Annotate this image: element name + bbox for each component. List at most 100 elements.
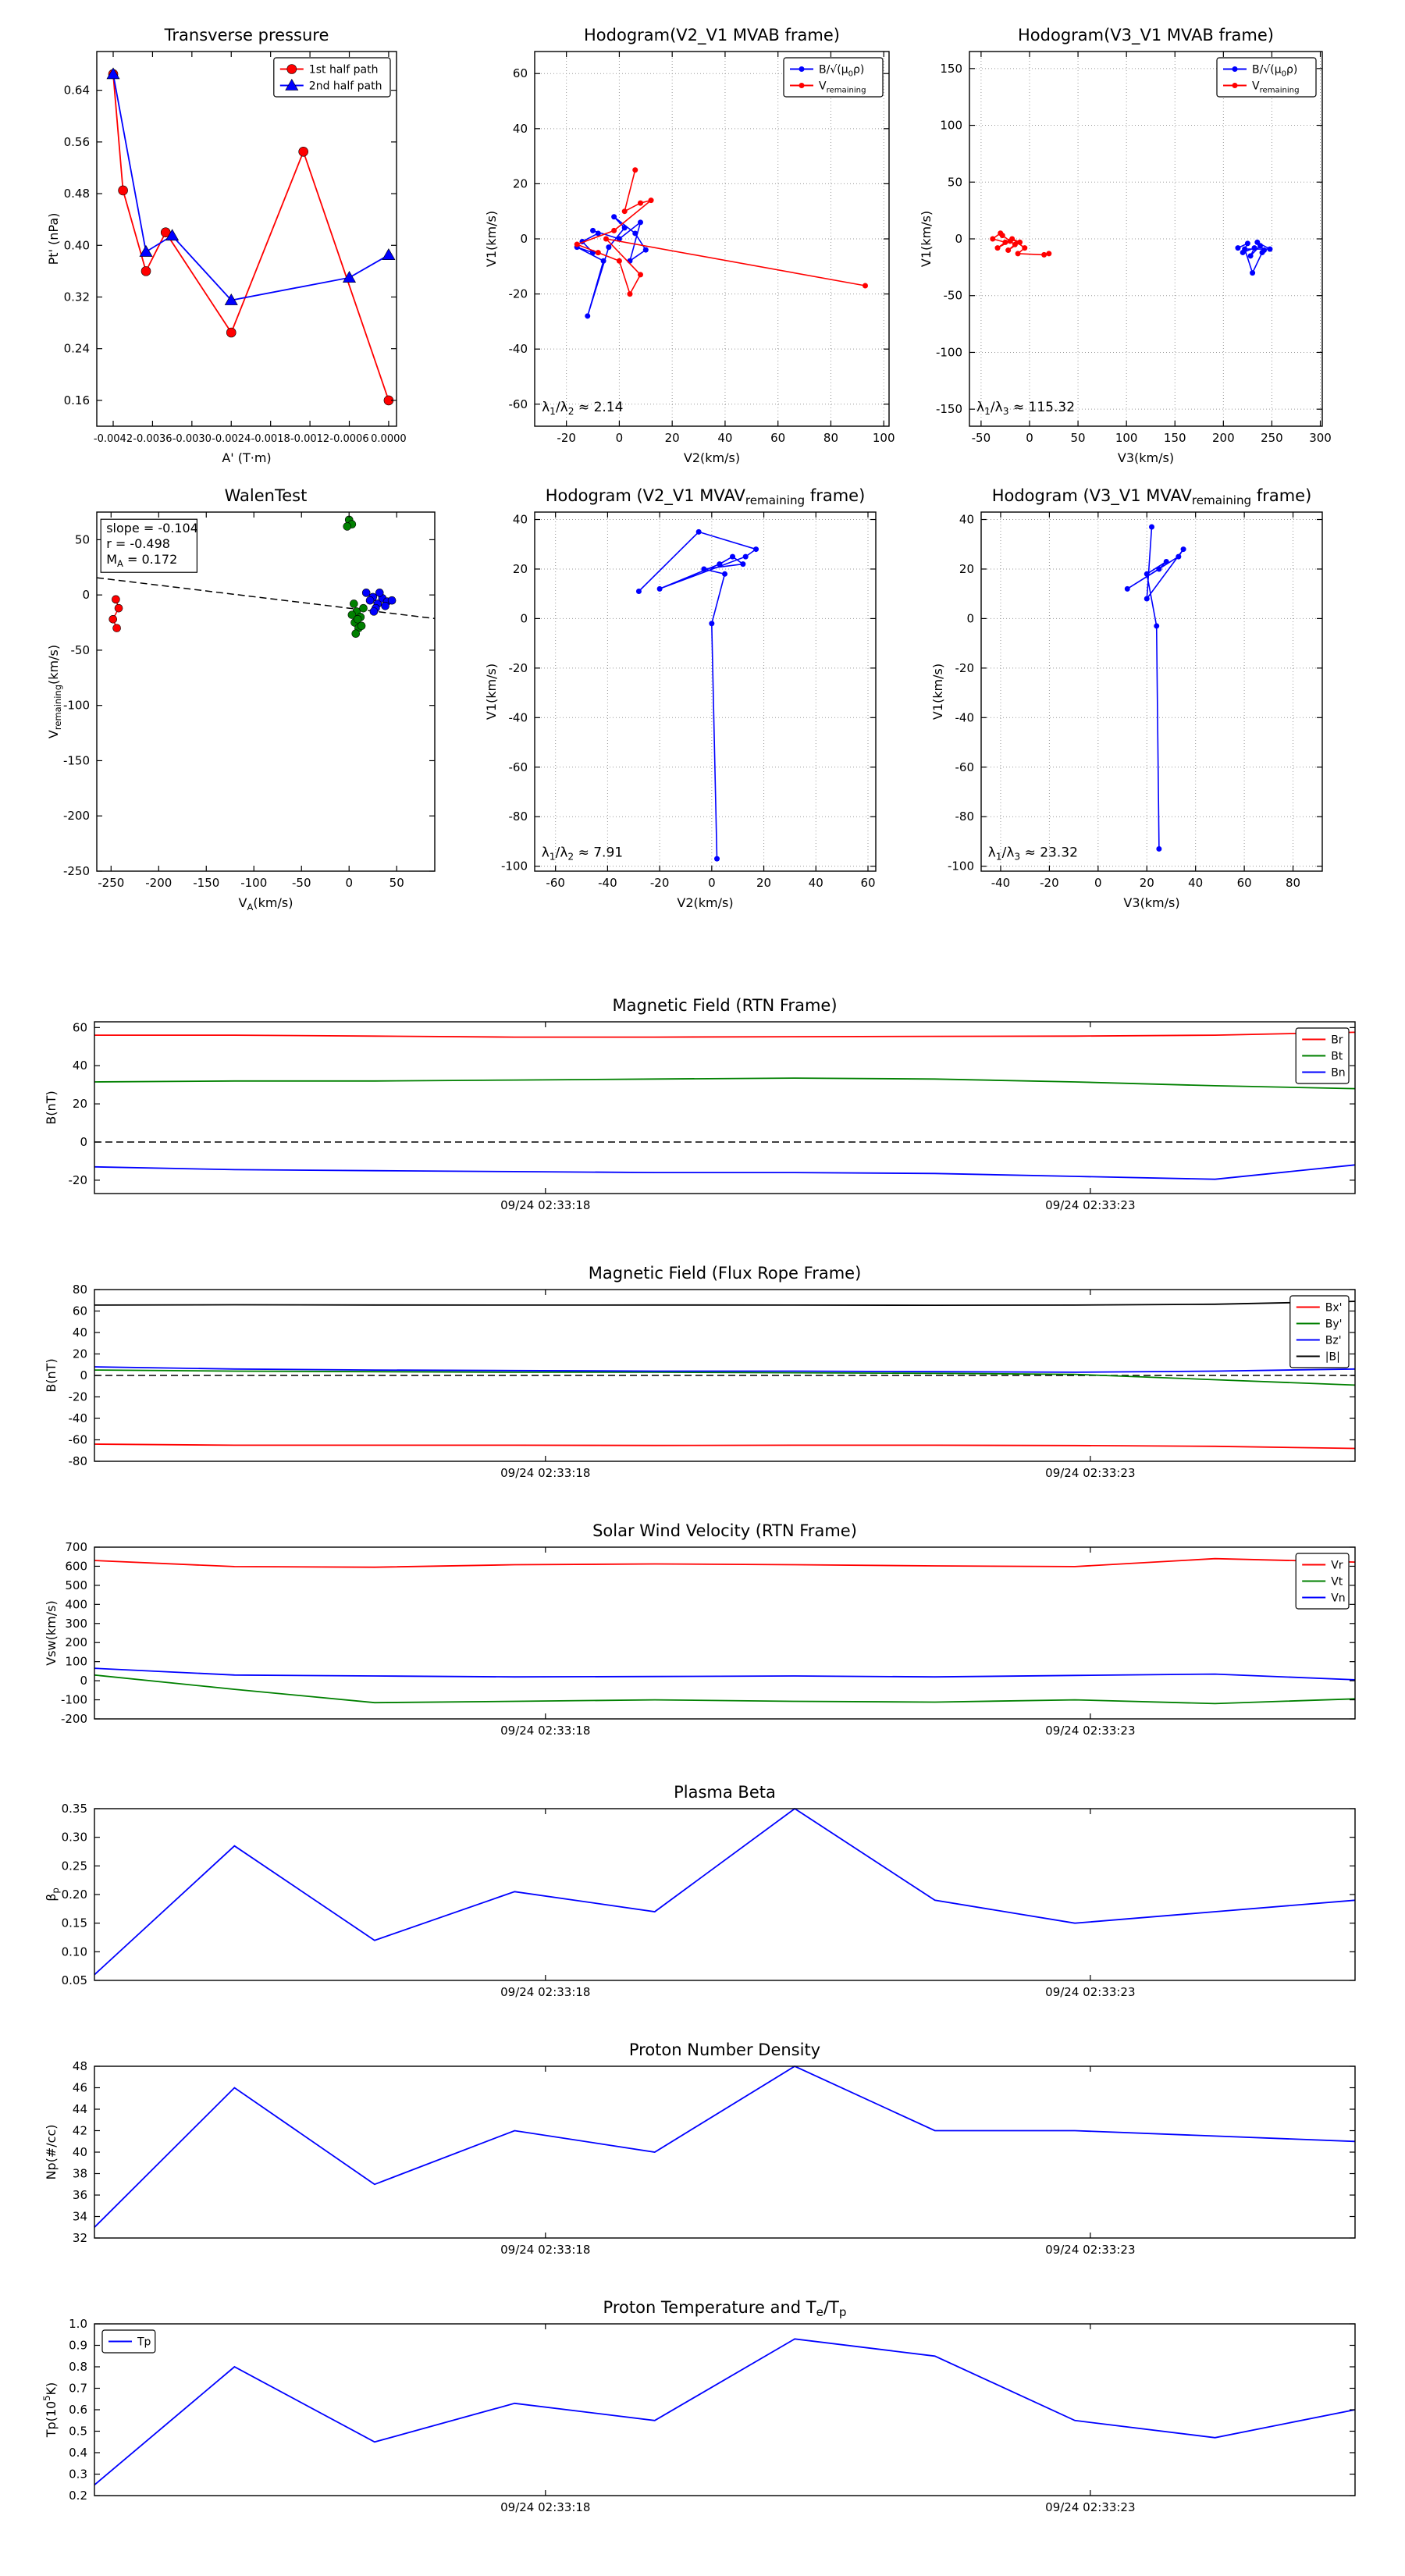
svg-text:0.25: 0.25 [62,1859,87,1873]
panel-magnetic-field-rtn: 09/24 02:33:18 09/24 02:33:23 -20 0 20 40 60 Ma… [36,991,1371,1229]
svg-text:100: 100 [940,119,962,133]
svg-text:20: 20 [959,562,974,576]
svg-text:0.32: 0.32 [64,290,90,304]
chart-title: Plasma Beta [674,1783,776,1802]
svg-text:0.3: 0.3 [69,2467,87,2482]
svg-text:0: 0 [616,431,624,445]
svg-text:400: 400 [65,1597,87,1611]
axes-ticks: -250 -200 -150 -100 -50 0 50 -250 -200 -150 -100 -5… [63,512,435,890]
chart-title: Hodogram(V2_V1 MVAB frame) [584,26,840,45]
svg-text:09/24 02:33:18: 09/24 02:33:18 [500,2500,590,2514]
panel-hodogram-v2v1-mvav-remaining: -60 -40 -20 0 20 40 60 -100 -80 -60 -40 -20 0 20 40 Hod… [474,468,891,921]
axes-ticks: -60 -40 -20 0 20 40 60 -100 -80 -60 -40 -20 0 20 40 [501,512,876,890]
svg-text:0.30: 0.30 [62,1831,87,1845]
svg-text:09/24 02:33:18: 09/24 02:33:18 [500,2243,590,2257]
svg-text:1.0: 1.0 [69,2317,87,2331]
legend: B/√(μ0ρ)Vremaining [783,57,884,98]
svg-text:r = -0.498: r = -0.498 [106,536,170,551]
chart-title: Hodogram (V3_V1 MVAVremaining frame) [992,486,1312,507]
annotation: λ1/λ2 ≈ 2.14 [542,400,623,417]
svg-text:Bz': Bz' [1325,1335,1342,1347]
svg-text:20: 20 [513,562,528,576]
svg-text:09/24 02:33:23: 09/24 02:33:23 [1045,2243,1135,2257]
svg-text:300: 300 [1309,431,1332,445]
svg-text:-150: -150 [193,876,219,890]
svg-text:-100: -100 [948,859,974,873]
plot-frame [96,511,436,872]
svg-text:λ1/λ2 ≈ 2.14: λ1/λ2 ≈ 2.14 [542,400,623,417]
svg-text:2nd half path: 2nd half path [309,80,382,93]
x-axis-label: V3(km/s) [1118,450,1174,465]
legend: Bx' By' Bz' |B| [1289,1295,1350,1368]
x-axis-label: V3(km/s) [1123,895,1179,910]
svg-text:0.64: 0.64 [64,84,90,98]
svg-text:B/√(μ0ρ): B/√(μ0ρ) [1252,64,1297,79]
chart-hodogram-v2v1-mvab: -20 0 20 40 60 80 100 -60 -40 -20 0 20 40 60 Hodogram(… [484,26,895,465]
series-group [106,67,396,406]
svg-text:-80: -80 [955,809,975,824]
series-group [990,230,1273,276]
svg-text:MA = 0.172: MA = 0.172 [106,552,177,569]
svg-text:20: 20 [665,431,680,445]
svg-text:-50: -50 [944,289,963,303]
chart-transverse-pressure: -0.0042 -0.0036 -0.0030 -0.0024 -0.0018 -0.00… [46,26,407,465]
svg-text:0: 0 [520,232,528,246]
chart-walen-test: -250 -200 -150 -100 -50 0 50 -250 -200 -150 -100 -5… [46,486,436,913]
chart-title: Hodogram (V2_V1 MVAVremaining frame) [546,486,866,507]
svg-text:38: 38 [73,2167,87,2181]
chart-proton-number-density: 09/24 02:33:18 09/24 02:33:23 32 34 36 38 40 42… [44,2041,1356,2257]
svg-text:20: 20 [756,876,771,890]
svg-text:|B|: |B| [1325,1351,1340,1364]
svg-text:1st half path: 1st half path [309,64,379,76]
svg-text:40: 40 [809,876,823,890]
svg-text:0: 0 [708,876,716,890]
svg-text:-20: -20 [650,876,670,890]
chart-hodogram-v2v1-mvav: -60 -40 -20 0 20 40 60 -100 -80 -60 -40 -20 0 20 40 Hod… [484,486,877,910]
svg-text:40: 40 [73,1325,87,1340]
panel-solar-wind-velocity: 09/24 02:33:18 09/24 02:33:23 -200 -100 0 100… [36,1516,1371,1754]
y-axis-label: Np(#/cc) [44,2125,59,2180]
svg-text:-200: -200 [61,1712,87,1726]
legend: Tp [101,2329,156,2354]
svg-text:-0.0030: -0.0030 [173,433,212,445]
svg-text:50: 50 [1071,431,1086,445]
svg-text:500: 500 [65,1578,87,1592]
svg-text:-20: -20 [509,287,528,301]
svg-text:60: 60 [1237,876,1252,890]
svg-text:Bx': Bx' [1325,1302,1343,1315]
svg-text:Vremaining: Vremaining [819,80,866,95]
svg-text:700: 700 [65,1540,87,1554]
svg-text:0.24: 0.24 [64,342,90,356]
grid-lines [535,512,876,871]
chart-title: Magnetic Field (Flux Rope Frame) [589,1264,862,1283]
chart-plasma-beta: 09/24 02:33:18 09/24 02:33:23 0.05 0.10 0.15… [44,1783,1356,1999]
svg-text:40: 40 [513,122,528,136]
svg-text:Bn: Bn [1331,1067,1345,1080]
svg-text:-100: -100 [240,876,267,890]
svg-text:0: 0 [955,232,962,246]
svg-text:-0.0006: -0.0006 [329,433,368,445]
svg-text:-40: -40 [69,1411,88,1425]
svg-text:09/24 02:33:23: 09/24 02:33:23 [1045,1466,1135,1480]
svg-text:150: 150 [1164,431,1186,445]
svg-text:-50: -50 [972,431,991,445]
panel-hodogram-v3v1-mvab: -50 0 50 100 150 200 250 300 -150 -100 -50 0 50 100 15… [909,8,1338,476]
svg-text:Bt: Bt [1331,1051,1343,1063]
chart-proton-temperature: 09/24 02:33:18 09/24 02:33:23 0.2 0.3 0.4 0.5… [41,2298,1356,2514]
svg-text:-100: -100 [61,1693,87,1707]
annotation: λ1/λ3 ≈ 115.32 [976,400,1075,417]
svg-text:80: 80 [1286,876,1300,890]
chart-title: WalenTest [225,486,308,505]
axes-ticks: 09/24 02:33:18 09/24 02:33:23 -20 0 20 40 60 [69,1020,1355,1212]
svg-text:0: 0 [80,1368,87,1382]
panel-hodogram-v2v1-mvab: -20 0 20 40 60 80 100 -60 -40 -20 0 20 40 60 Hodogram(… [474,8,905,476]
svg-text:44: 44 [73,2102,87,2116]
svg-text:09/24 02:33:23: 09/24 02:33:23 [1045,1985,1135,1999]
svg-text:-50: -50 [71,643,91,657]
svg-text:slope = -0.104: slope = -0.104 [106,521,198,535]
chart-title: Proton Number Density [629,2041,820,2059]
y-axis-label: V1(km/s) [930,664,945,720]
chart-magnetic-field-rtn: 09/24 02:33:18 09/24 02:33:23 -20 0 20 40 60 Ma… [44,996,1356,1212]
chart-title: Transverse pressure [164,26,329,44]
